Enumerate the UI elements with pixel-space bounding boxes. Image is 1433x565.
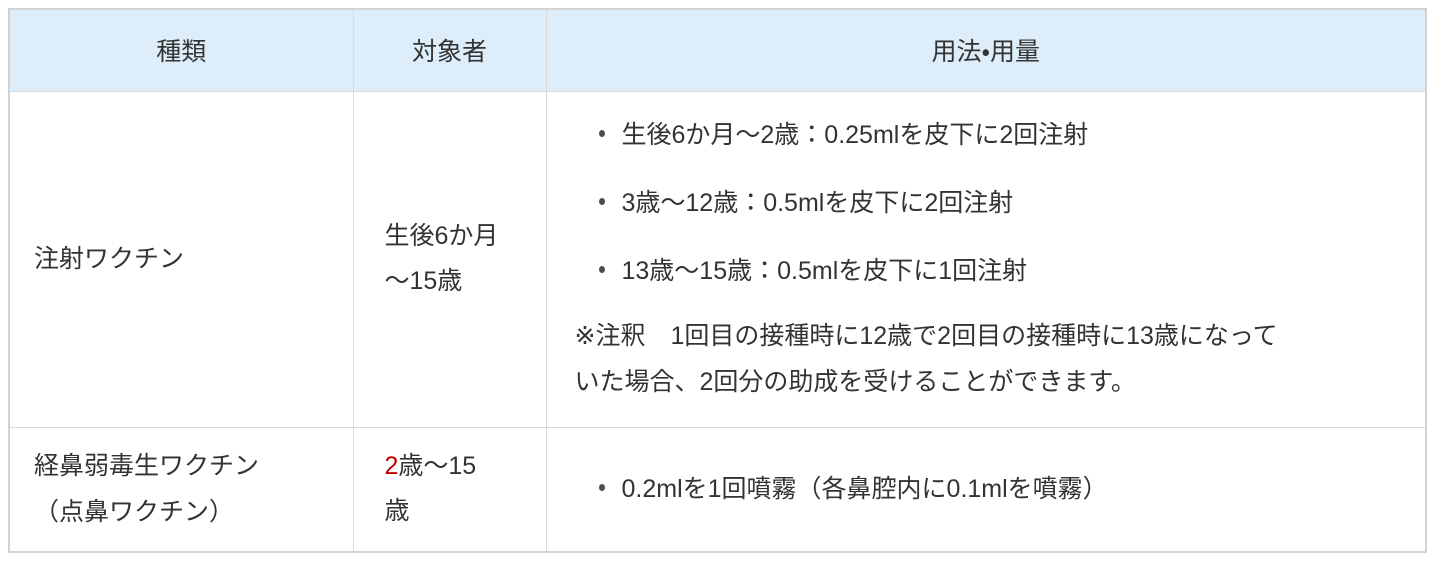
target-age-line: 生後6か月 xyxy=(384,221,499,250)
cell-dosage: 0.2mlを1回噴霧（各鼻腔内に0.1mlを噴霧） xyxy=(545,426,1427,553)
dosage-item: 13歳～15歳：0.5mlを皮下に1回注射 xyxy=(597,249,1396,293)
target-age-line: 2歳～15 xyxy=(385,444,534,490)
vaccine-type-label: 経鼻弱毒生ワクチン xyxy=(34,452,260,480)
row-injection-vaccine: 注射ワクチン 生後6か月 ～15歳 生後6か月～2歳：0.25mlを皮下に2回注… xyxy=(8,90,1427,428)
age-highlight: 2 xyxy=(384,451,399,480)
note-text: ※注釈 1回目の接種時に12歳で2回目の接種時に13歳になって いた場合、2回分… xyxy=(575,313,1396,406)
target-age-line: 歳 xyxy=(384,497,410,526)
target-age-text: 歳～15 xyxy=(398,451,477,480)
dosage-list: 0.2mlを1回噴霧（各鼻腔内に0.1mlを噴霧） xyxy=(575,467,1396,511)
header-cell-target: 対象者 xyxy=(352,8,547,92)
vaccine-type-label: （点鼻ワクチン） xyxy=(34,498,235,527)
vaccine-type-label: 注射ワクチン xyxy=(34,244,185,273)
cell-vaccine-type: 経鼻弱毒生ワクチン （点鼻ワクチン） xyxy=(8,426,354,553)
cell-dosage: 生後6か月～2歳：0.25mlを皮下に2回注射 3歳～12歳：0.5mlを皮下に… xyxy=(545,90,1427,428)
table-header-row: 種類 対象者 用法・用量 xyxy=(8,8,1427,92)
cell-vaccine-type: 注射ワクチン xyxy=(8,90,354,428)
cell-target-age: 生後6か月 ～15歳 xyxy=(352,90,547,428)
dosage-item: 3歳～12歳：0.5mlを皮下に2回注射 xyxy=(597,181,1396,225)
note-line: いた場合、2回分の助成を受けることができます。 xyxy=(574,368,1136,396)
note-line: ※注釈 1回目の接種時に12歳で2回目の接種時に13歳になって xyxy=(574,321,1278,350)
header-cell-dosage: 用法・用量 xyxy=(545,8,1427,92)
header-cell-type: 種類 xyxy=(8,8,354,92)
dosage-list: 生後6か月～2歳：0.25mlを皮下に2回注射 3歳～12歳：0.5mlを皮下に… xyxy=(575,113,1396,293)
cell-target-age: 2歳～15 歳 xyxy=(352,426,547,553)
target-age-line: ～15歳 xyxy=(384,267,463,295)
row-nasal-vaccine: 経鼻弱毒生ワクチン （点鼻ワクチン） 2歳～15 歳 0.2mlを1回噴霧（各鼻… xyxy=(8,426,1427,553)
dosage-item: 0.2mlを1回噴霧（各鼻腔内に0.1mlを噴霧） xyxy=(597,467,1396,511)
vaccine-table: 種類 対象者 用法・用量 注射ワクチン 生後6か月 ～15歳 生後6か月～2歳：… xyxy=(8,8,1427,553)
dosage-item: 生後6か月～2歳：0.25mlを皮下に2回注射 xyxy=(597,113,1396,157)
